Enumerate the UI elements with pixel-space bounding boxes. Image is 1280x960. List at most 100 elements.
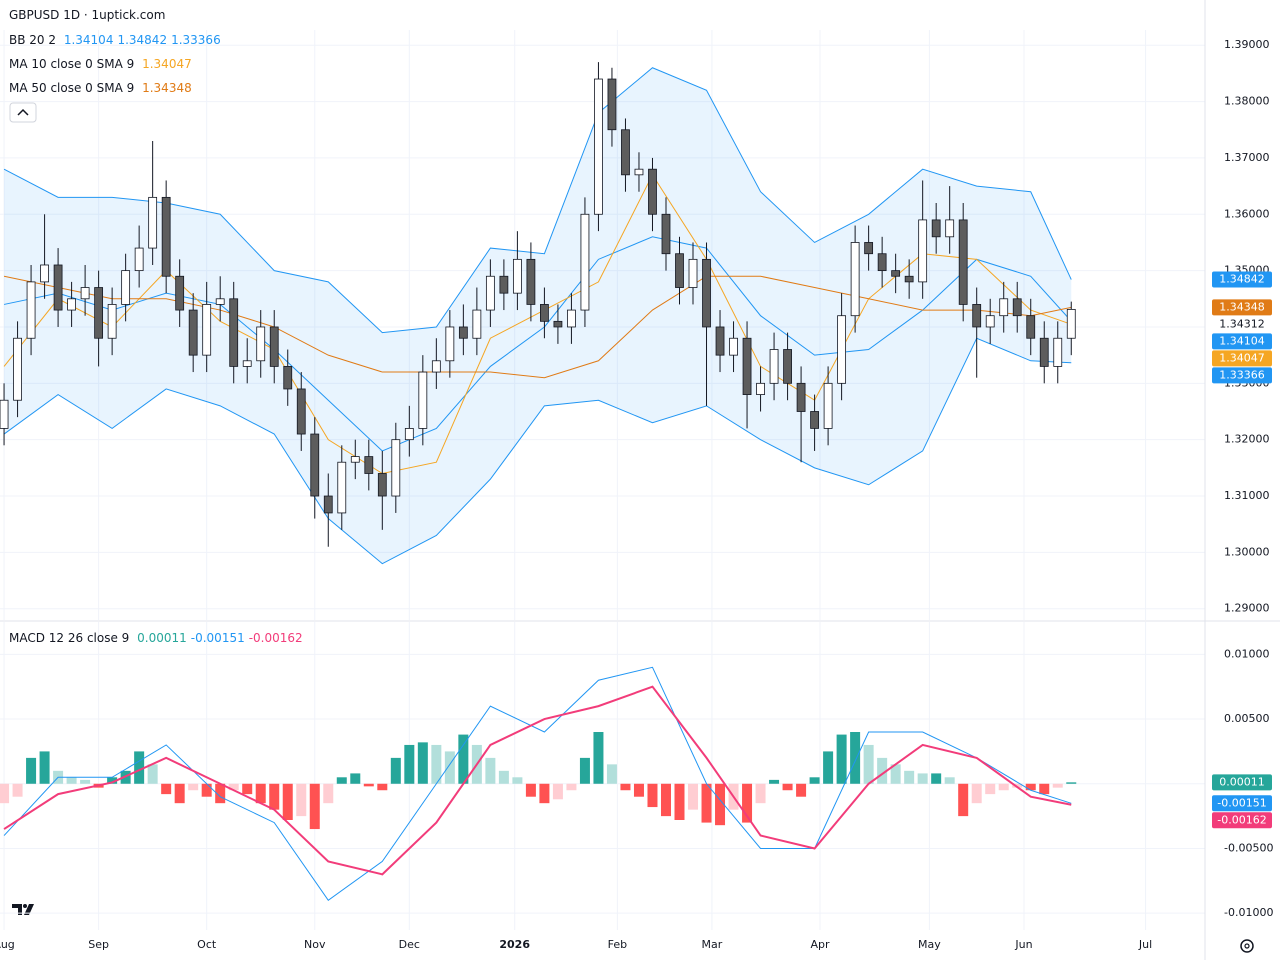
histogram-bar [390, 757, 401, 784]
histogram-bar [323, 783, 334, 804]
candle-body [310, 433, 320, 497]
price-badge-label: 1.34348 [1219, 300, 1265, 313]
settings-icon[interactable] [1240, 939, 1254, 953]
x-tick-label: May [918, 938, 941, 951]
chart-title: GBPUSD 1D · 1uptick.com [9, 8, 166, 22]
x-tick-label: Jul [1138, 938, 1152, 951]
legend-value: -0.00151 [190, 631, 245, 645]
histogram-bar [404, 744, 415, 784]
candle-body [877, 253, 887, 272]
candle-body [67, 298, 76, 311]
histogram-bar [904, 770, 915, 784]
candle-body [607, 78, 617, 131]
candle-body [121, 270, 131, 305]
histogram-bar [282, 783, 293, 820]
y-tick-label: 1.31000 [1224, 489, 1270, 502]
legend-label: MACD 12 26 close 9 [9, 631, 130, 645]
candle-body [891, 270, 901, 277]
x-tick-label: Dec [399, 938, 420, 951]
collapse-button[interactable] [9, 102, 37, 123]
price-badge-label: 1.34842 [1219, 273, 1265, 286]
candle-body [323, 495, 333, 514]
x-tick-label: Sep [88, 938, 109, 951]
histogram-bar [647, 783, 658, 808]
candle-body [837, 315, 847, 384]
candle-body [769, 349, 779, 384]
candle-body [188, 309, 198, 356]
y-tick-label: 0.00500 [1224, 712, 1270, 725]
candle-body [161, 196, 171, 277]
histogram-bar [850, 732, 861, 784]
x-tick-label: Jun [1014, 938, 1032, 951]
histogram-bar [161, 783, 172, 795]
candle-body [985, 315, 995, 328]
candle-body [13, 337, 22, 401]
title: GBPUSD 1D · 1uptick.com [9, 8, 169, 22]
y-tick-label: 1.39000 [1224, 38, 1270, 51]
candle-body [256, 326, 266, 362]
candle-body [702, 258, 711, 328]
histogram-bar [188, 783, 199, 791]
candle-body [742, 337, 752, 395]
candle-body [904, 275, 914, 283]
candle-body [594, 78, 603, 215]
histogram-bar [890, 764, 901, 784]
legend-value: -0.00162 [248, 631, 303, 645]
histogram-bar [458, 734, 469, 784]
histogram-bar [715, 783, 726, 826]
candle-body [1053, 337, 1063, 367]
candle-body [823, 382, 833, 429]
candle-body [472, 309, 482, 339]
candle-body [148, 196, 158, 249]
candle-body [553, 320, 563, 328]
candle-body [1012, 298, 1022, 317]
y-tick-label: 1.38000 [1224, 95, 1270, 108]
candle-body [337, 461, 347, 514]
candles [0, 62, 1076, 547]
x-tick-label: Feb [608, 938, 627, 951]
histogram-bar [742, 783, 753, 823]
candle-body [40, 264, 49, 283]
legend-value: 0.00011 [137, 631, 187, 645]
x-tick-label: Aug [0, 938, 15, 951]
histogram-bar [782, 783, 793, 791]
price-badge [1212, 774, 1272, 791]
legend-value: 1.34104 [63, 33, 114, 47]
indicator-line [3, 67, 1072, 334]
histogram-bar [80, 779, 91, 784]
legend-value: 1.33366 [171, 33, 221, 47]
histogram-bar [620, 783, 631, 791]
candle-body [431, 360, 441, 373]
histogram-bar [823, 751, 834, 784]
x-tick-label: Mar [702, 938, 723, 951]
histogram-bar [985, 783, 996, 795]
histogram-bar [0, 783, 10, 804]
y-tick-label: 1.32000 [1224, 433, 1270, 446]
candle-body [621, 129, 630, 176]
collapse-icon [17, 108, 29, 116]
histogram-bar [552, 783, 563, 800]
candle-body [756, 382, 765, 395]
histogram-bar [931, 773, 942, 784]
candle-body [688, 258, 698, 288]
histogram-bar [1012, 783, 1023, 788]
histogram-bar [107, 777, 118, 784]
candle-body [675, 253, 684, 288]
candle-body [567, 309, 576, 328]
candle-body [242, 360, 252, 367]
candle-body [94, 287, 104, 339]
price-badge-label: -0.00151 [1217, 796, 1266, 809]
candle-body [53, 264, 63, 311]
histogram-bar [309, 783, 320, 830]
candle-body [445, 326, 455, 362]
candle-body [850, 242, 860, 317]
candle-body [972, 304, 982, 328]
histogram-bar [688, 783, 699, 810]
price-badge-label: 0.00011 [1219, 775, 1265, 788]
candle-body [945, 219, 955, 238]
histogram-bar [26, 757, 37, 784]
candle-body [1066, 308, 1076, 339]
histogram-bar [809, 777, 820, 784]
legend-macd: MACD 12 26 close 9 0.00011 -0.00151 -0.001… [9, 631, 307, 645]
candle-body [580, 213, 590, 311]
